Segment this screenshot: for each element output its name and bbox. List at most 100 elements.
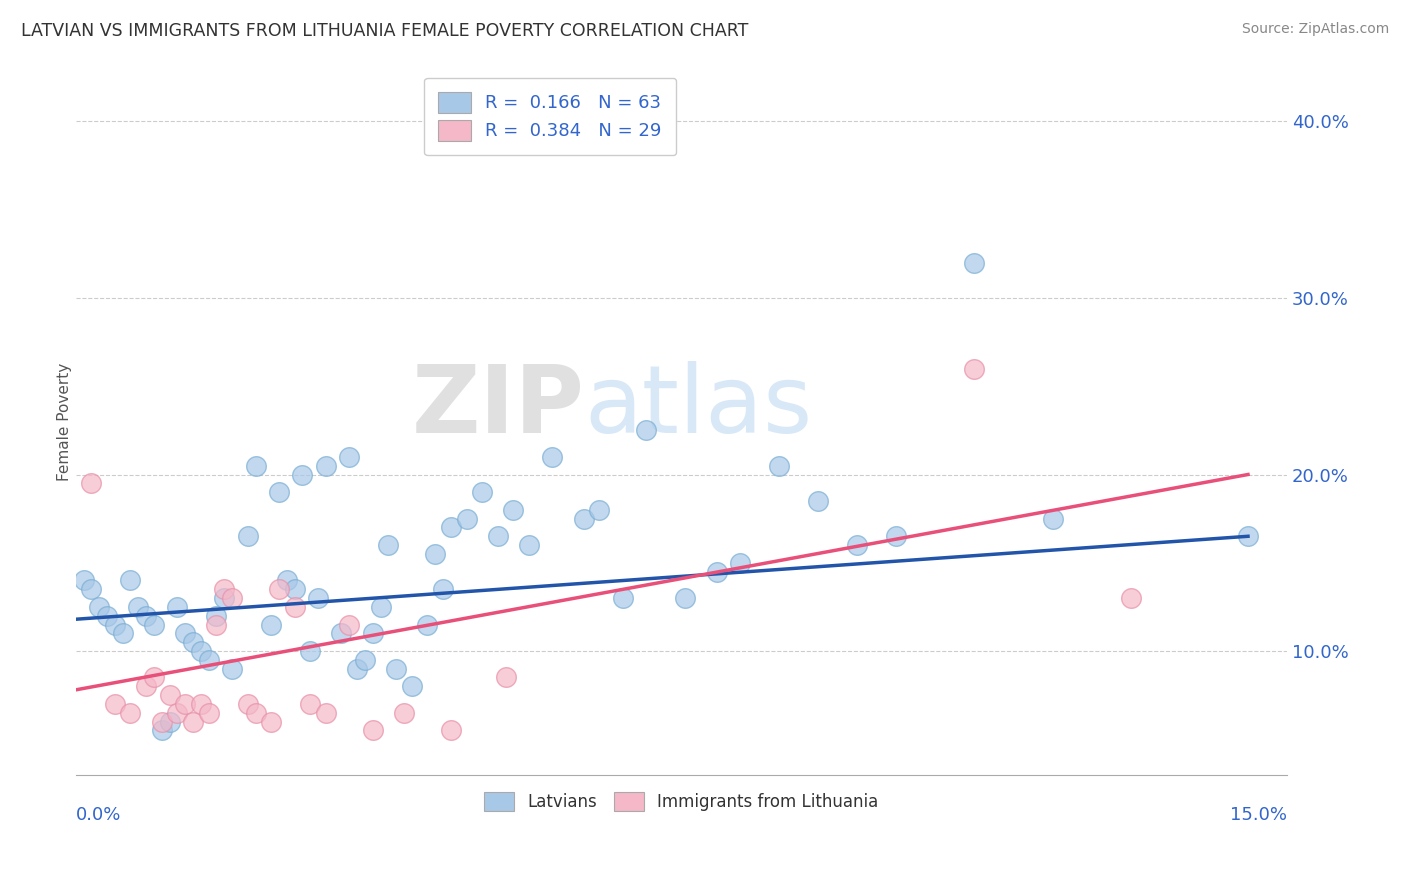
Point (361, 626, 384, 640)
Point (315, 706, 337, 720)
Point (517, 538, 540, 552)
Point (612, 591, 634, 605)
Point (245, 706, 267, 720)
Point (111, 626, 134, 640)
Point (284, 599, 307, 614)
Point (1237, 529, 1260, 543)
Point (166, 599, 188, 614)
Point (267, 582, 290, 597)
Point (159, 714, 181, 729)
Point (361, 723, 384, 738)
Point (432, 582, 454, 597)
Point (1042, 511, 1064, 525)
Point (135, 608, 157, 623)
Point (96, 608, 118, 623)
Point (174, 697, 197, 711)
Point (236, 529, 259, 543)
Point (315, 458, 337, 473)
Point (80, 476, 103, 491)
Point (120, 706, 142, 720)
Point (728, 556, 751, 570)
Point (181, 714, 204, 729)
Point (89, 599, 111, 614)
Point (190, 697, 212, 711)
Point (120, 574, 142, 588)
Point (276, 574, 298, 588)
Point (142, 617, 165, 632)
Point (886, 529, 908, 543)
Point (588, 503, 610, 517)
Point (456, 511, 478, 525)
Text: ZIP: ZIP (412, 361, 585, 453)
Point (471, 485, 494, 500)
Point (214, 591, 236, 605)
Point (377, 538, 399, 552)
Point (392, 706, 415, 720)
Point (127, 599, 149, 614)
Point (284, 582, 307, 597)
Point (299, 697, 322, 711)
Point (142, 671, 165, 685)
Text: LATVIAN VS IMMIGRANTS FROM LITHUANIA FEMALE POVERTY CORRELATION CHART: LATVIAN VS IMMIGRANTS FROM LITHUANIA FEM… (21, 22, 748, 40)
Point (963, 361, 986, 376)
Point (135, 679, 157, 693)
Point (299, 644, 322, 658)
Point (963, 255, 986, 269)
Point (159, 688, 181, 702)
Point (236, 697, 259, 711)
Point (440, 520, 463, 534)
Point (267, 485, 290, 500)
Point (440, 723, 463, 738)
Text: Source: ZipAtlas.com: Source: ZipAtlas.com (1241, 22, 1389, 37)
Point (572, 511, 595, 525)
Point (205, 608, 228, 623)
Point (706, 565, 728, 579)
Point (673, 591, 696, 605)
Point (104, 617, 127, 632)
Point (486, 529, 509, 543)
Point (636, 423, 658, 437)
Point (80, 582, 103, 597)
Point (260, 714, 283, 729)
Point (416, 617, 439, 632)
Legend: Latvians, Immigrants from Lithuania: Latvians, Immigrants from Lithuania (477, 783, 887, 819)
Point (337, 617, 360, 632)
Text: 0.0%: 0.0% (76, 806, 121, 824)
Point (190, 644, 212, 658)
Point (807, 494, 830, 508)
Text: 15.0%: 15.0% (1230, 806, 1286, 824)
Point (214, 582, 236, 597)
Point (330, 626, 353, 640)
Point (291, 467, 314, 482)
Point (401, 679, 423, 693)
Y-axis label: Female Poverty: Female Poverty (58, 362, 72, 481)
Point (205, 617, 228, 632)
Point (245, 458, 267, 473)
Point (370, 599, 392, 614)
Point (150, 723, 173, 738)
Point (174, 626, 197, 640)
Point (354, 653, 377, 667)
Point (197, 653, 219, 667)
Point (541, 450, 564, 464)
Point (495, 671, 517, 685)
Point (1119, 591, 1142, 605)
Point (846, 538, 869, 552)
Point (307, 591, 329, 605)
Point (768, 458, 790, 473)
Point (72, 574, 94, 588)
Point (260, 617, 283, 632)
Point (221, 591, 243, 605)
Point (337, 450, 360, 464)
Point (197, 706, 219, 720)
Text: atlas: atlas (585, 361, 813, 453)
Point (385, 662, 408, 676)
Point (502, 503, 524, 517)
Point (104, 697, 127, 711)
Point (425, 547, 447, 561)
Point (221, 662, 243, 676)
Point (166, 706, 188, 720)
Point (181, 635, 204, 649)
Point (150, 714, 173, 729)
Point (346, 662, 368, 676)
